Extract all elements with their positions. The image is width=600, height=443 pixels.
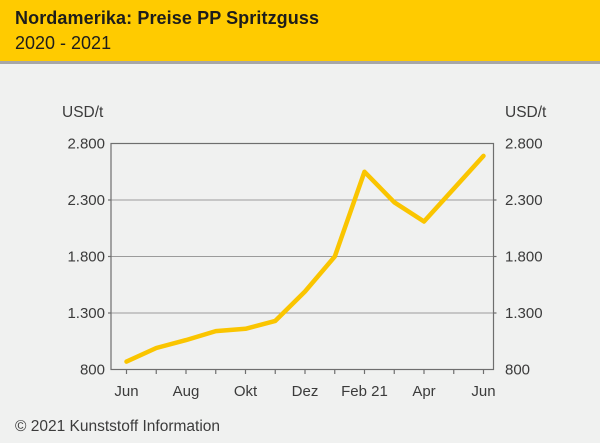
x-tick-label: Jun [471,383,495,400]
y-tick-label: 2.800 [67,136,105,153]
y-tick-label: 1.800 [505,249,543,266]
x-tick-label: Aug [173,383,200,400]
chart-panel: 800 1.300 1.800 2.300 2.800 800 1.300 1.800 2.30… [0,64,600,443]
x-tick-label: Dez [292,383,319,400]
x-tick-label: Okt [234,383,258,400]
y-tick-label: 800 [505,362,530,379]
y-tick-label: 2.300 [67,192,105,209]
x-axis-labels: Jun Aug Okt Dez Feb 21 Apr Jun [114,383,495,400]
y-tick-label: 1.300 [505,305,543,322]
chart-subtitle: 2020 - 2021 [15,32,112,53]
unit-label-right: USD/t [505,104,547,121]
axis-ticks [108,199,497,374]
header-separator [0,61,600,64]
y-tick-label: 800 [80,362,105,379]
gridlines [111,199,494,314]
y-tick-label: 2.800 [505,136,543,153]
chart-title: Nordamerika: Preise PP Spritzguss [15,8,320,28]
header-band: Nordamerika: Preise PP Spritzguss 2020 -… [0,0,600,61]
x-tick-label: Apr [412,383,435,400]
unit-label-left: USD/t [62,104,104,121]
x-tick-label: Feb 21 [341,383,388,400]
y-tick-label: 2.300 [505,192,543,209]
copyright-text: © 2021 Kunststoff Information [15,418,221,435]
y-tick-label: 1.300 [67,305,105,322]
y-tick-label: 1.800 [67,249,105,266]
y-axis-labels-right: 800 1.300 1.800 2.300 2.800 [505,136,543,379]
price-line-series [124,153,486,364]
y-axis-labels-left: 800 1.300 1.800 2.300 2.800 [67,136,105,379]
price-line-chart: 800 1.300 1.800 2.300 2.800 800 1.300 1.800 2.30… [62,104,547,400]
x-tick-label: Jun [114,383,138,400]
